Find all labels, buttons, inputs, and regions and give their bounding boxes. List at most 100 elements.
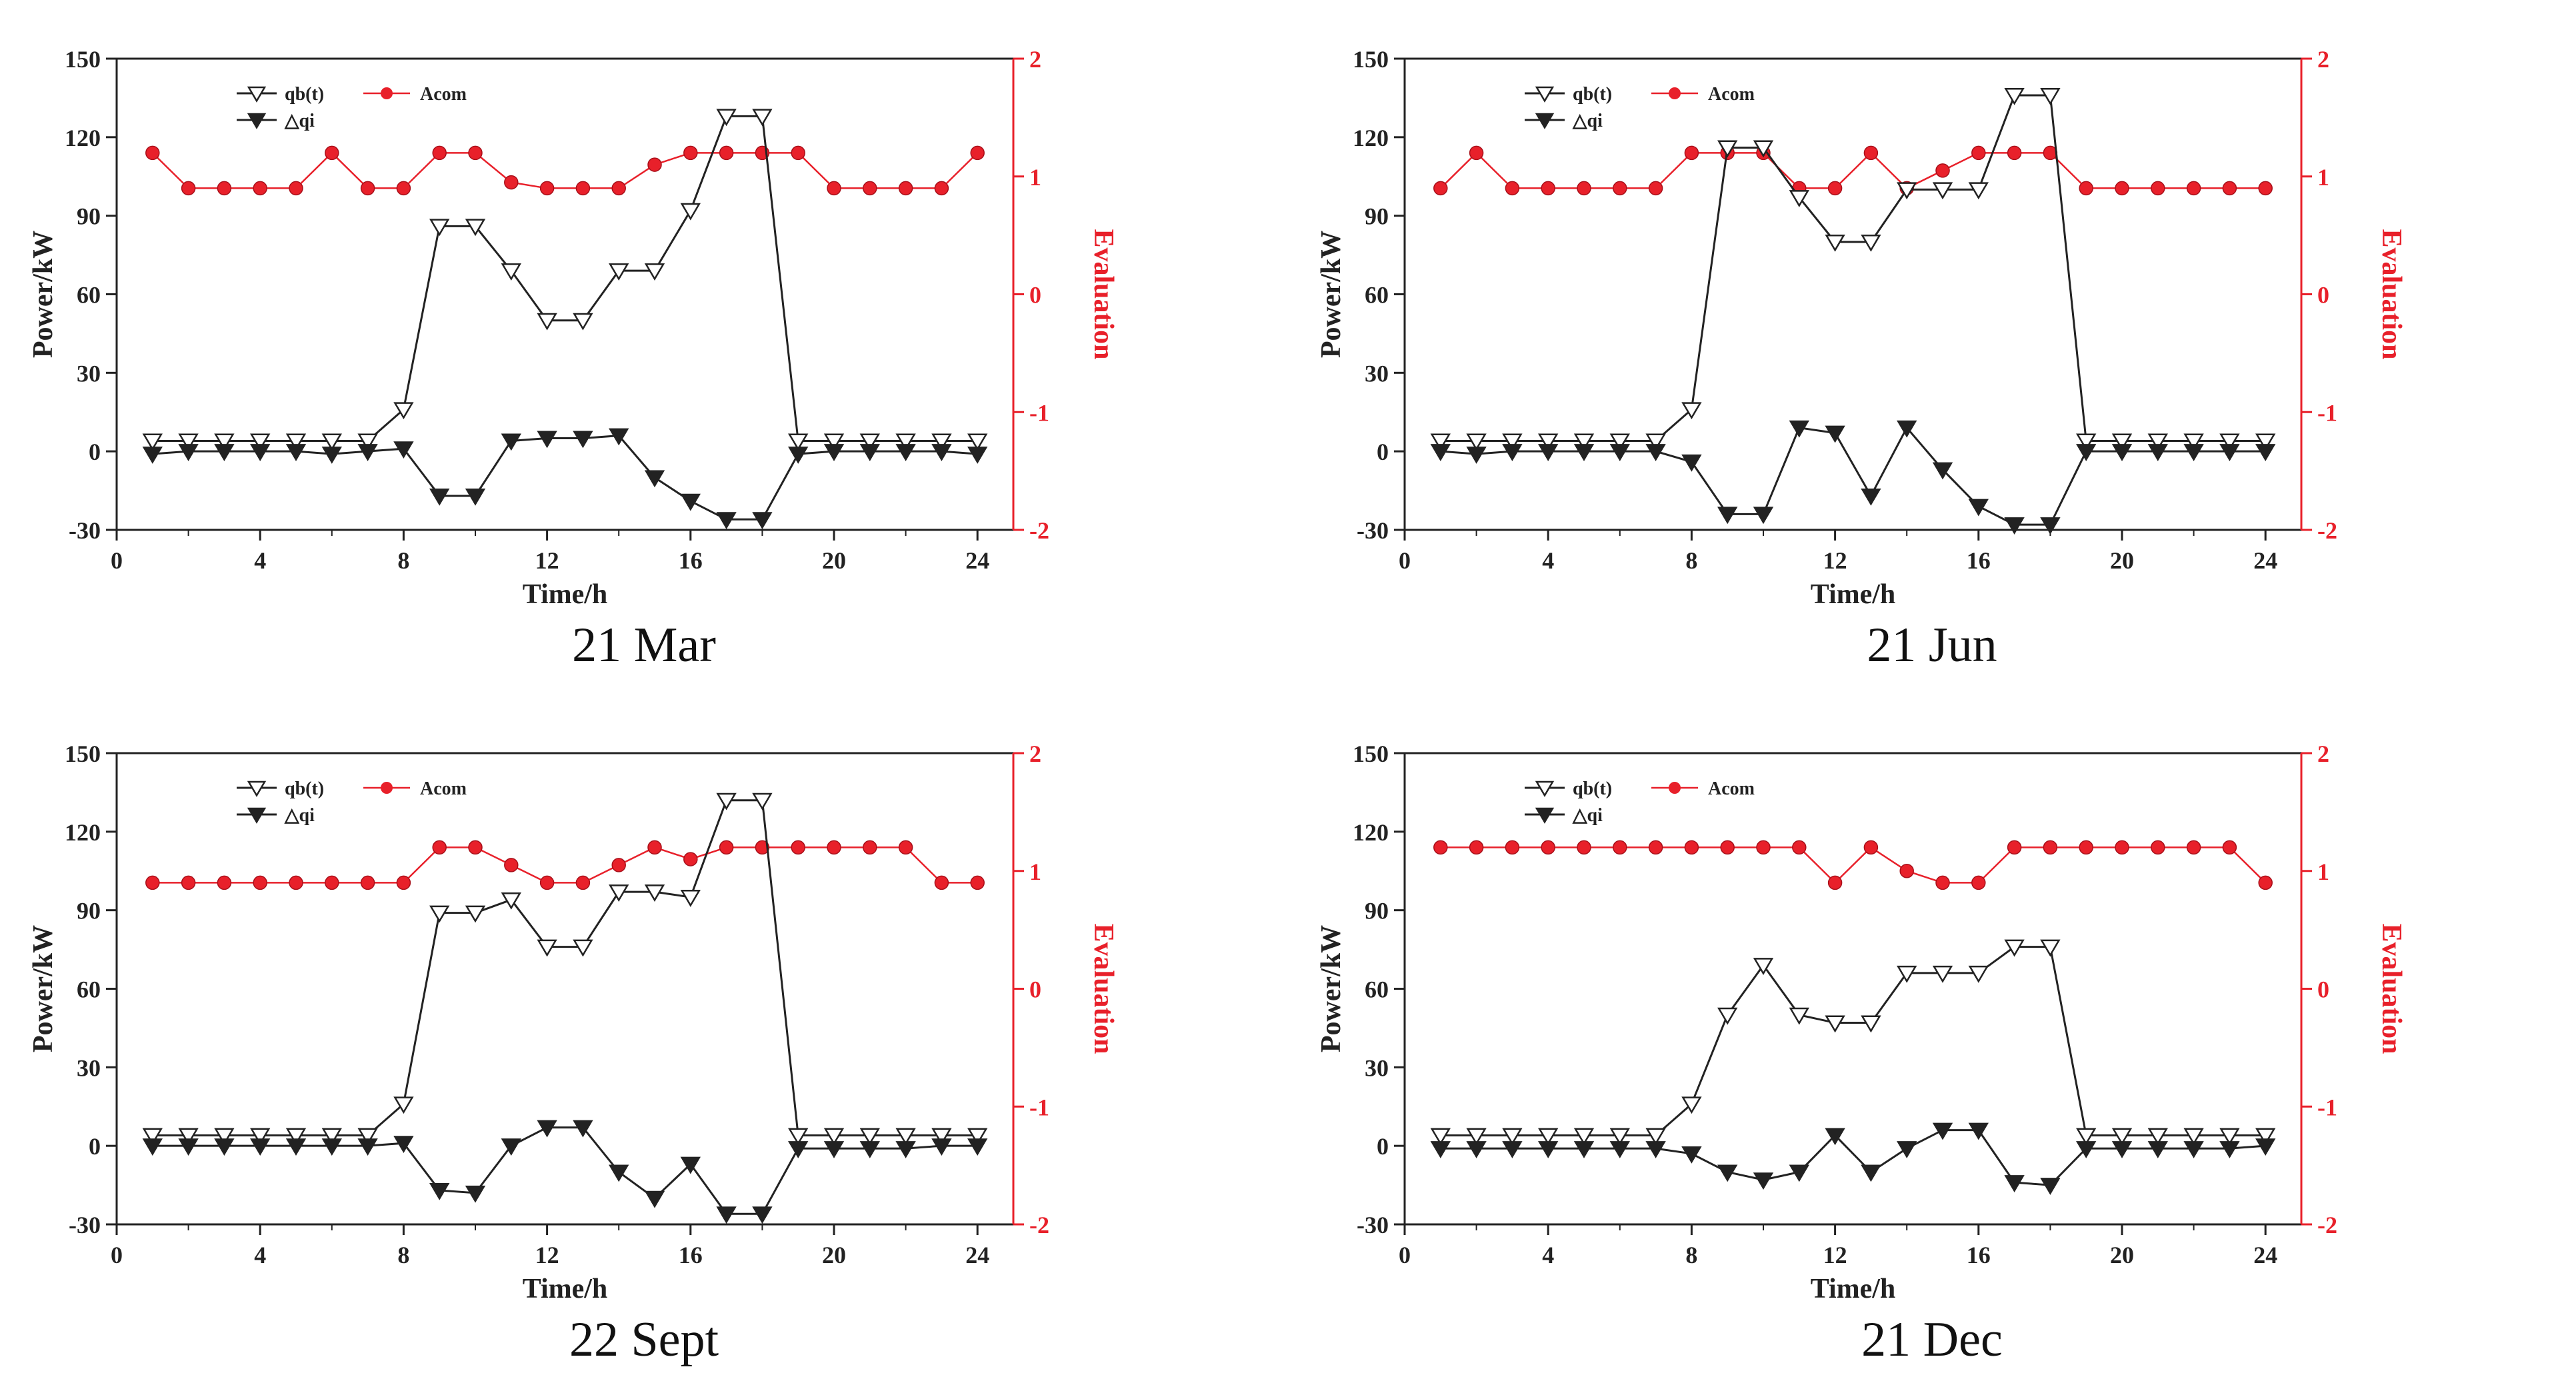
x-tick-label: 12 xyxy=(535,547,559,574)
legend-qb-marker xyxy=(247,86,267,103)
legend-dqi-marker xyxy=(1535,807,1555,824)
acom-point xyxy=(791,840,805,855)
dqi-point xyxy=(680,1156,701,1174)
chart-panel-21-jun: 0 4 8 12 16 20 24 -30 0 30 60 90 120 150 -2 -1 0 1 2 Time/h… xyxy=(1288,0,2576,694)
acom-point xyxy=(432,145,447,161)
qb-point xyxy=(1789,1007,1809,1025)
dqi-point xyxy=(573,1120,593,1138)
acom-point xyxy=(1433,840,1448,855)
qb-point xyxy=(285,1128,307,1146)
acom-point xyxy=(2079,840,2093,855)
legend-qb-label: qb(t) xyxy=(285,778,324,799)
y2-tick-label: 0 xyxy=(2317,282,2329,309)
qb-point xyxy=(1968,965,1989,983)
qb-point xyxy=(1717,140,1738,158)
qb-point xyxy=(752,792,773,810)
dqi-point xyxy=(752,1206,773,1224)
acom-point xyxy=(575,181,591,196)
y-tick-label: 30 xyxy=(77,360,101,387)
dqi-point xyxy=(2183,444,2204,461)
dqi-point xyxy=(2040,517,2061,535)
y2-tick-label: 1 xyxy=(1029,858,1041,885)
qb-point xyxy=(1645,1128,1666,1146)
acom-point xyxy=(1505,840,1520,855)
qb-point xyxy=(1717,1007,1738,1025)
chart-panel-21-mar: 0 4 8 12 16 20 24 -30 0 30 60 90 120 150 -2 -1 0 1 2 Time/h… xyxy=(0,0,1288,694)
y-tick-label: 60 xyxy=(77,282,101,309)
dqi-point xyxy=(680,493,701,511)
y-tick-label: 150 xyxy=(65,740,101,767)
y2-tick-label: -1 xyxy=(1029,1094,1049,1120)
acom-point xyxy=(1469,840,1484,855)
acom-point xyxy=(719,840,734,855)
qb-point xyxy=(2147,1128,2168,1146)
qb-point xyxy=(1932,965,1953,983)
dqi-point xyxy=(573,431,593,449)
dqi-point xyxy=(1466,1141,1487,1158)
qb-point xyxy=(895,433,916,451)
dqi-point xyxy=(285,444,307,461)
dqi-point xyxy=(142,1138,163,1156)
dqi-point xyxy=(2111,444,2133,461)
acom-point xyxy=(360,181,375,196)
acom-point xyxy=(970,145,985,161)
acom-point xyxy=(898,840,913,855)
legend-qb-label: qb(t) xyxy=(1573,778,1612,799)
y-tick-label: 120 xyxy=(65,819,101,846)
x-tick-label: 8 xyxy=(1685,547,1697,574)
dqi-point xyxy=(1430,1141,1451,1158)
acom-point xyxy=(1648,181,1663,196)
dqi-point xyxy=(357,444,378,461)
qb-point xyxy=(1897,182,1917,200)
acom-point xyxy=(1541,181,1555,196)
legend: qb(t) △qi Acom xyxy=(237,778,467,826)
series-dqi-line xyxy=(1440,1129,2266,1186)
dqi-point xyxy=(1609,444,1630,461)
y2-tick-label: 2 xyxy=(2317,46,2329,73)
x-tick-label: 8 xyxy=(397,1242,409,1268)
acom-point xyxy=(827,840,841,855)
acom-point xyxy=(539,181,555,196)
y-tick-label: 120 xyxy=(1353,819,1389,846)
qb-point xyxy=(1430,1128,1451,1146)
dqi-point xyxy=(931,1138,952,1156)
acom-point xyxy=(755,840,770,855)
y-axis-title: Power/kW xyxy=(1316,925,1347,1052)
acom-point xyxy=(1899,864,1914,878)
dqi-point xyxy=(250,1138,271,1156)
qb-point xyxy=(788,1128,809,1146)
dqi-point xyxy=(1538,444,1559,461)
series-acom xyxy=(145,145,985,196)
dqi-point xyxy=(1968,499,1989,517)
qb-point xyxy=(2004,87,2025,105)
y-axis-title: Power/kW xyxy=(28,925,59,1052)
qb-point xyxy=(1573,1128,1595,1146)
dqi-point xyxy=(250,444,271,461)
qb-point xyxy=(2111,433,2133,451)
legend-acom-label: Acom xyxy=(1708,778,1755,799)
acom-point xyxy=(289,181,303,196)
qb-point xyxy=(931,433,952,451)
y-tick-label: 60 xyxy=(77,976,101,1003)
dqi-point xyxy=(967,1138,988,1156)
dqi-point xyxy=(1825,1128,1845,1146)
acom-point xyxy=(2258,875,2273,890)
y2-tick-label: 0 xyxy=(1029,976,1041,1003)
legend-acom-marker xyxy=(1669,782,1681,794)
y2-tick-label: -1 xyxy=(2317,1094,2337,1120)
series-qb xyxy=(1430,939,2276,1146)
dqi-point xyxy=(465,1185,486,1203)
dqi-point xyxy=(465,488,486,506)
legend-qb-marker xyxy=(1535,86,1555,103)
y2-tick-label: 0 xyxy=(2317,976,2329,1003)
qb-point xyxy=(465,219,486,237)
dqi-point xyxy=(501,1138,521,1156)
y2-tick-label: 2 xyxy=(1029,46,1041,73)
qb-point xyxy=(644,263,665,281)
qb-point xyxy=(1538,433,1559,451)
x-tick-label: 16 xyxy=(1967,547,1991,574)
qb-point xyxy=(178,1128,199,1146)
qb-point xyxy=(537,313,557,331)
legend: qb(t) △qi Acom xyxy=(1525,84,1755,131)
acom-point xyxy=(468,145,483,161)
